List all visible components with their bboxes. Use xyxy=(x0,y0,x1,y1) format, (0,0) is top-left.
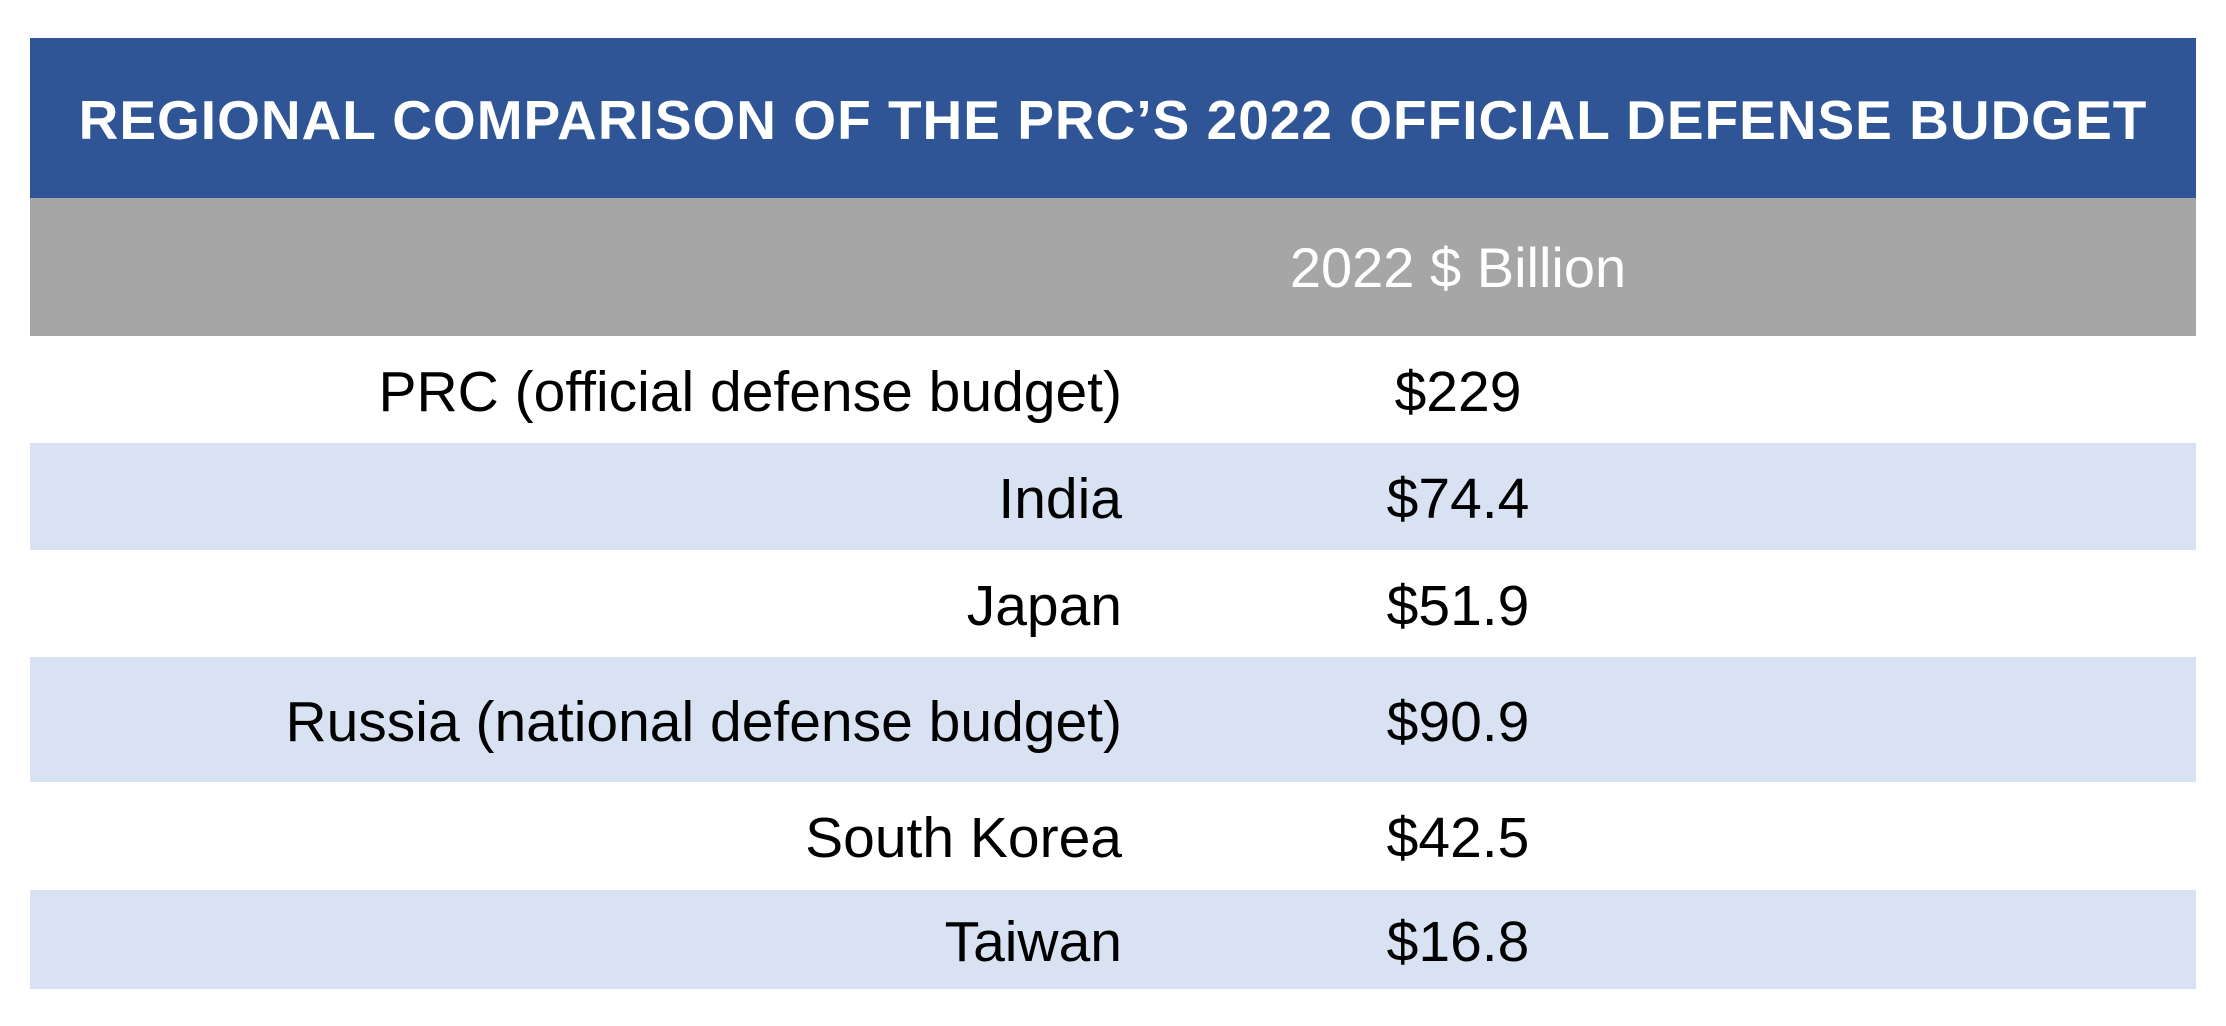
row-label: India xyxy=(998,466,1122,531)
table-title: REGIONAL COMPARISON OF THE PRC’S 2022 OF… xyxy=(78,89,2148,151)
table-row: Japan $51.9 xyxy=(30,550,2196,657)
row-label: South Korea xyxy=(805,806,1122,870)
table-row: PRC (official defense budget) $229 xyxy=(30,336,2196,443)
row-value: $16.8 xyxy=(1386,909,1530,974)
header-value-cell: 2022 $ Billion xyxy=(1289,235,1627,299)
row-label: Russia (national defense budget) xyxy=(285,689,1122,754)
row-value: $51.9 xyxy=(1386,573,1530,638)
row-value: $74.4 xyxy=(1386,466,1530,531)
table-header-row: 2022 $ Billion xyxy=(30,198,2196,336)
row-label: Japan xyxy=(966,573,1122,638)
table-title-bar: REGIONAL COMPARISON OF THE PRC’S 2022 OF… xyxy=(30,38,2196,198)
table-row: South Korea $42.5 xyxy=(30,782,2196,890)
table-row: Russia (national defense budget) $90.9 xyxy=(30,657,2196,782)
row-value: $229 xyxy=(1394,359,1522,424)
budget-table: REGIONAL COMPARISON OF THE PRC’S 2022 OF… xyxy=(30,38,2196,989)
row-value: $42.5 xyxy=(1386,806,1530,870)
table-row: Taiwan $16.8 xyxy=(30,890,2196,989)
table-row: India $74.4 xyxy=(30,443,2196,550)
row-value: $90.9 xyxy=(1386,689,1530,754)
row-label: PRC (official defense budget) xyxy=(378,359,1122,424)
row-label: Taiwan xyxy=(944,909,1122,974)
